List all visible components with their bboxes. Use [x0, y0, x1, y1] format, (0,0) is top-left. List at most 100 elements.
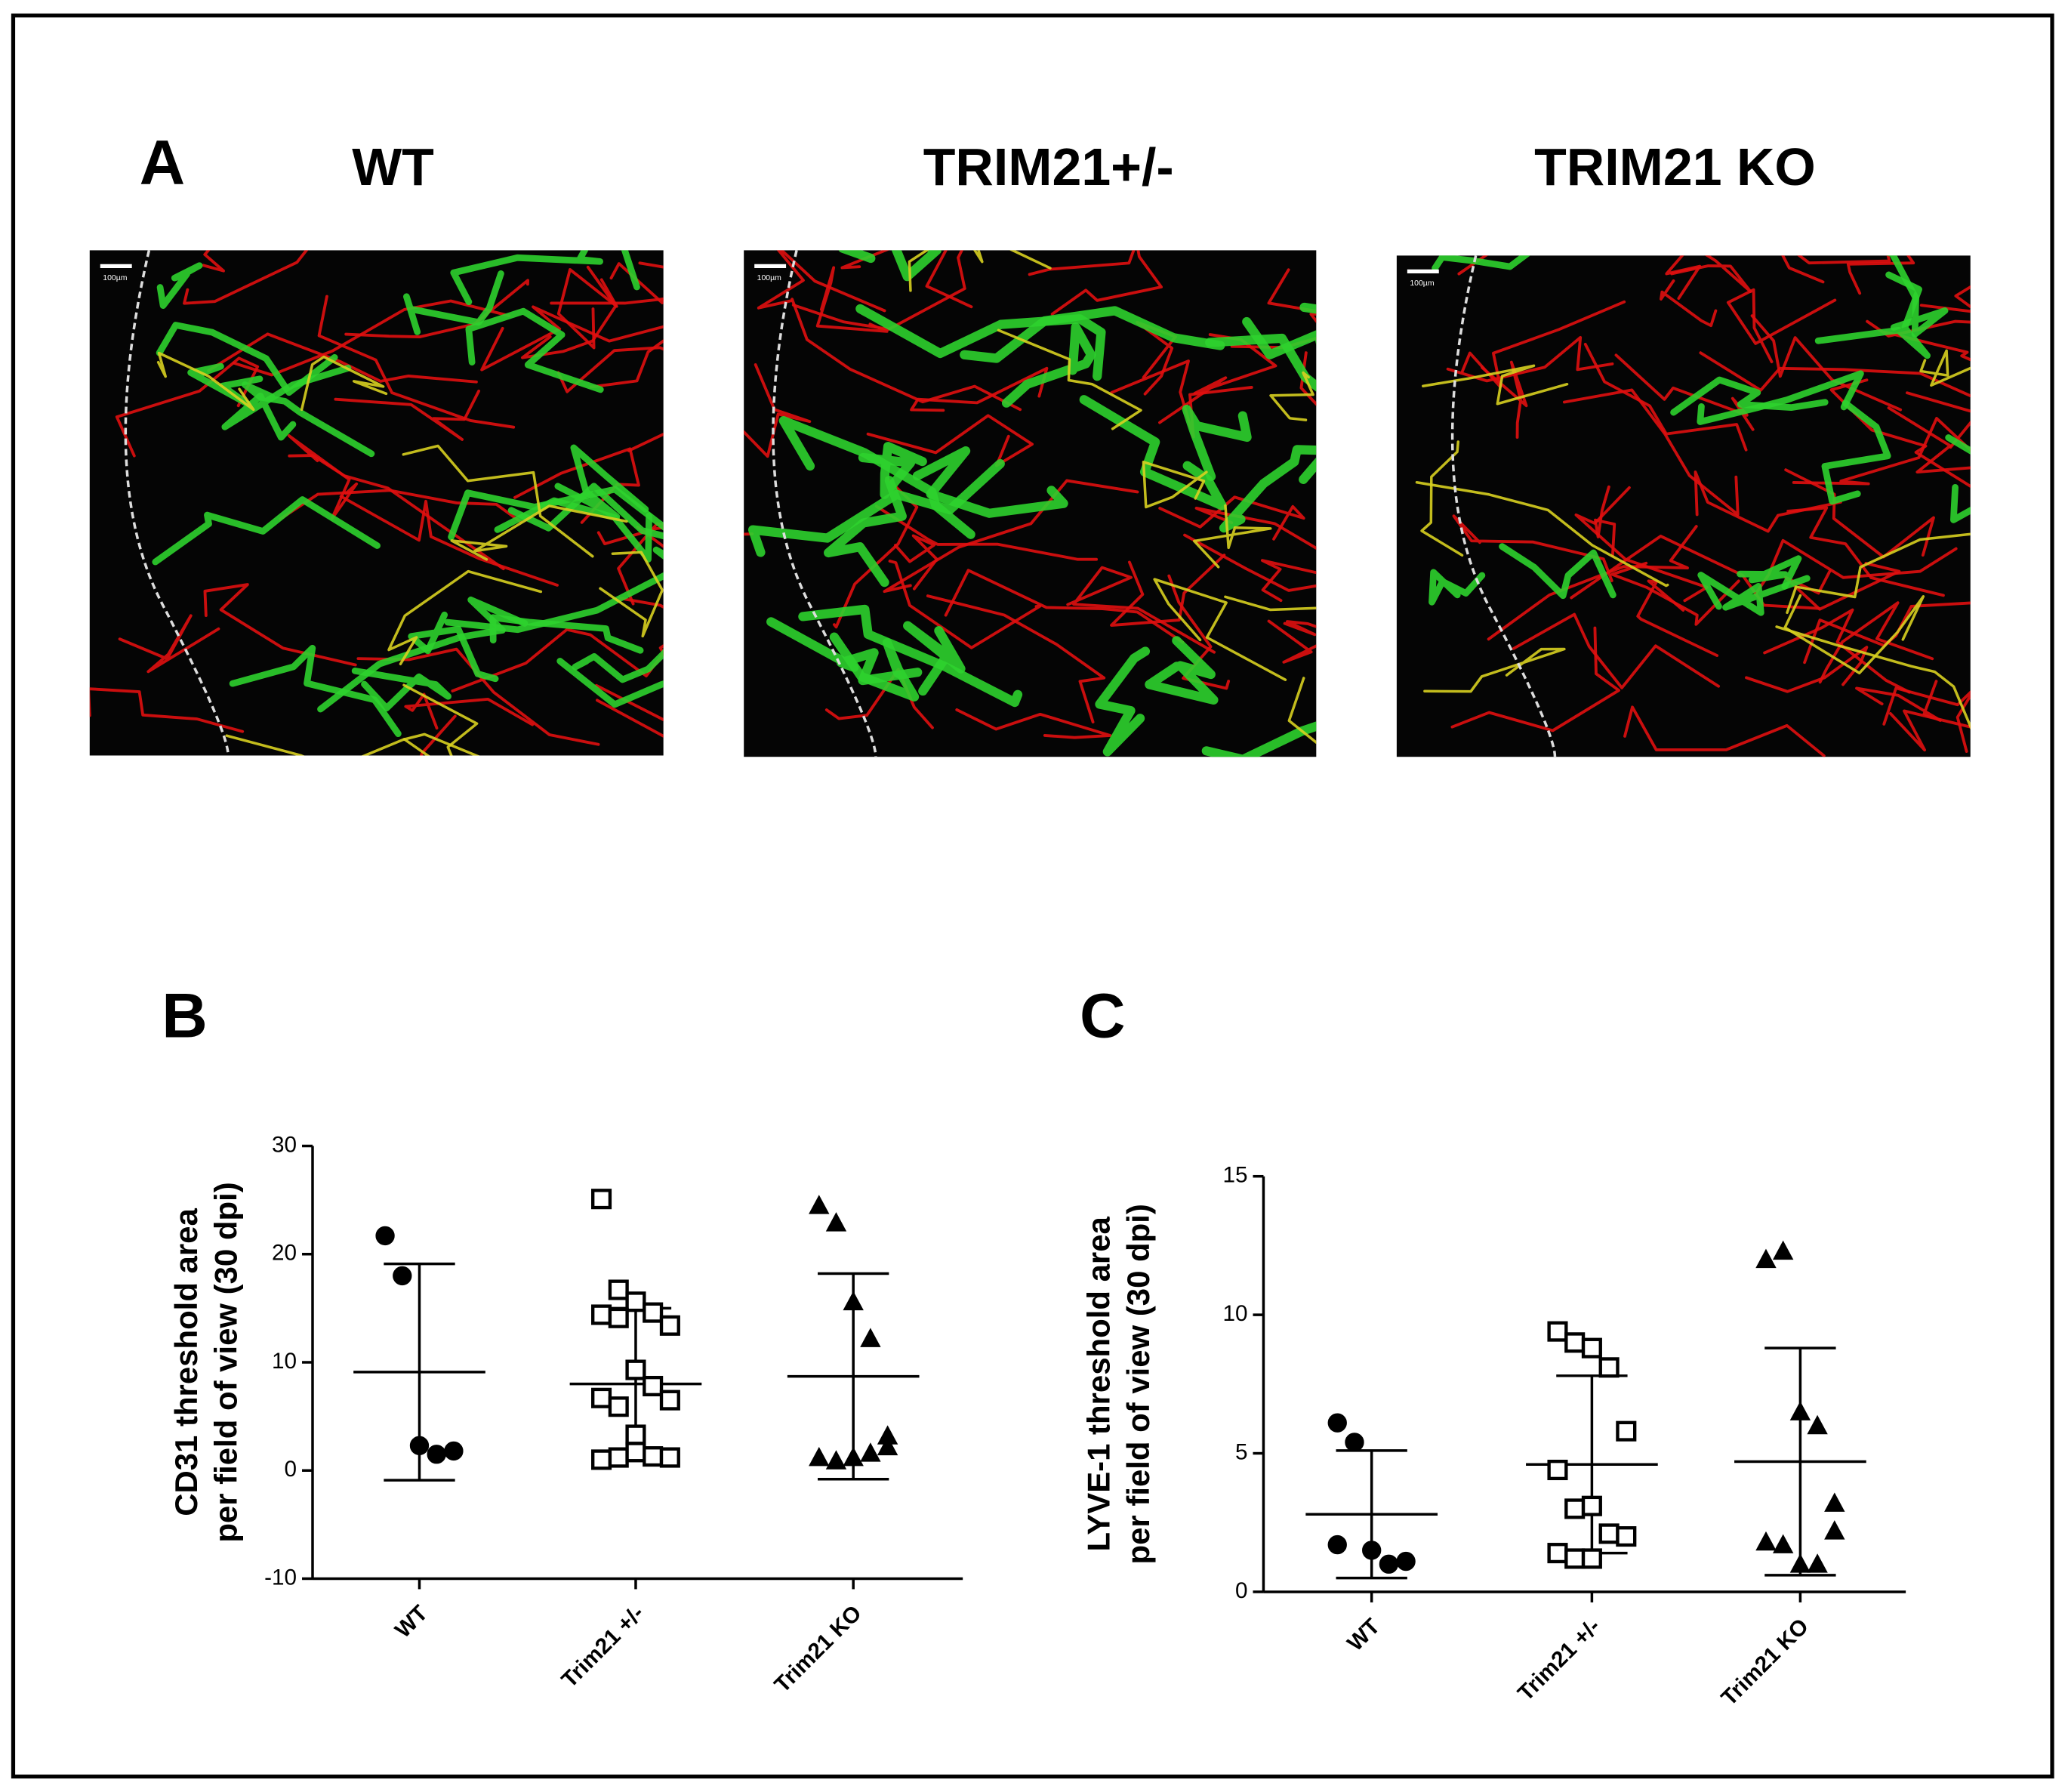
data-point: [375, 1226, 395, 1246]
vessel: [156, 351, 255, 412]
vessel: [596, 526, 664, 546]
data-point: [1598, 1523, 1620, 1544]
data-point: [1789, 1553, 1811, 1573]
vessel: [883, 479, 1139, 594]
data-point: [643, 1375, 664, 1397]
vessel: [420, 714, 457, 756]
vessel: [798, 604, 1023, 708]
data-point: [860, 1442, 881, 1462]
data-point: [1772, 1240, 1794, 1260]
vessel: [1299, 351, 1317, 406]
vessel: [1110, 554, 1226, 627]
data-point: [444, 1441, 464, 1461]
vessel: [1428, 569, 1486, 606]
vessel: [507, 483, 664, 540]
vessel: [520, 265, 618, 359]
vessel: [955, 708, 1112, 739]
data-point: [643, 1446, 664, 1467]
data-point: [659, 1447, 680, 1468]
vessel: [1818, 601, 1934, 684]
vessel: [1028, 250, 1136, 276]
data-point: [625, 1291, 646, 1312]
micrographs: 100µm 100µm 100µm: [89, 250, 1971, 757]
vessel: [554, 444, 649, 520]
vessel: [997, 328, 1142, 430]
vessel: [1066, 566, 1216, 654]
data-point: [1345, 1433, 1364, 1452]
vessel: [617, 522, 664, 606]
data-point: [1327, 1413, 1347, 1433]
vessel: [1260, 559, 1317, 603]
vessel: [339, 495, 559, 587]
vessel: [1855, 680, 1942, 722]
data-point: [1362, 1541, 1382, 1560]
vessel: [1660, 279, 1718, 328]
image-title: TRIM21+/-: [923, 137, 1174, 196]
vessel: [926, 594, 1106, 724]
vessel: [572, 649, 664, 683]
vessel: [403, 270, 504, 335]
data-point: [643, 1302, 664, 1323]
data-point: [409, 1436, 430, 1455]
vessel: [317, 295, 516, 429]
vessel: [1883, 330, 1971, 362]
vessel: [450, 250, 603, 306]
vessel: [874, 504, 1099, 561]
image-title: WT: [352, 137, 434, 196]
vessel: [183, 250, 309, 305]
vessel: [1460, 300, 1626, 388]
vessel: [589, 339, 664, 389]
vessel: [408, 611, 499, 683]
vessel: [334, 389, 481, 441]
vessels: [744, 250, 1317, 757]
vessel: [1919, 285, 1971, 313]
y-axis-label: CD31 threshold area: [168, 1208, 204, 1516]
data-point: [1327, 1534, 1347, 1555]
vessel: [1450, 626, 1620, 733]
vessel: [1697, 572, 1811, 616]
scale-bar-label: 100µm: [103, 274, 127, 282]
vessel: [494, 497, 652, 563]
data-point: [608, 1279, 629, 1300]
vessel: [1242, 316, 1317, 359]
vessel: [152, 496, 381, 566]
vessel: [1726, 288, 1837, 363]
data-point: [809, 1446, 830, 1467]
vessel: [288, 454, 505, 571]
vessel: [1423, 647, 1566, 693]
data-point: [591, 1304, 612, 1325]
vessel: [1906, 391, 1971, 413]
y-axis-label: per field of view (30 dpi): [1120, 1204, 1156, 1564]
data-point: [1755, 1531, 1777, 1551]
vessel: [944, 569, 1185, 644]
y-tick-label: 20: [272, 1241, 297, 1266]
micrograph: 100µm: [89, 250, 664, 756]
data-point: [427, 1445, 446, 1464]
data-point: [608, 1396, 629, 1417]
panel-label: A: [140, 127, 186, 198]
data-point: [625, 1359, 646, 1380]
vessel: [609, 262, 664, 304]
vessel: [791, 298, 1022, 412]
data-point: [1616, 1526, 1637, 1547]
data-point: [1547, 1321, 1568, 1342]
vessel: [621, 250, 640, 291]
micrograph: 100µm: [1396, 255, 1971, 757]
vessel: [1415, 480, 1669, 588]
vessel: [1846, 255, 1915, 295]
vessel: [450, 504, 628, 561]
vessel: [1224, 595, 1317, 612]
vessel: [1950, 483, 1971, 523]
boundary-line: [772, 250, 877, 757]
panel-label: B: [162, 980, 208, 1051]
data-point: [877, 1436, 898, 1456]
data-point: [1772, 1534, 1794, 1553]
vessel: [1614, 353, 1755, 431]
vessel: [791, 250, 966, 331]
vessel: [1283, 620, 1317, 637]
vessel: [448, 486, 664, 541]
data-point: [809, 1195, 830, 1214]
vessel: [1781, 255, 1891, 284]
data-point: [1789, 1401, 1811, 1420]
y-tick-label: 15: [1222, 1163, 1247, 1188]
